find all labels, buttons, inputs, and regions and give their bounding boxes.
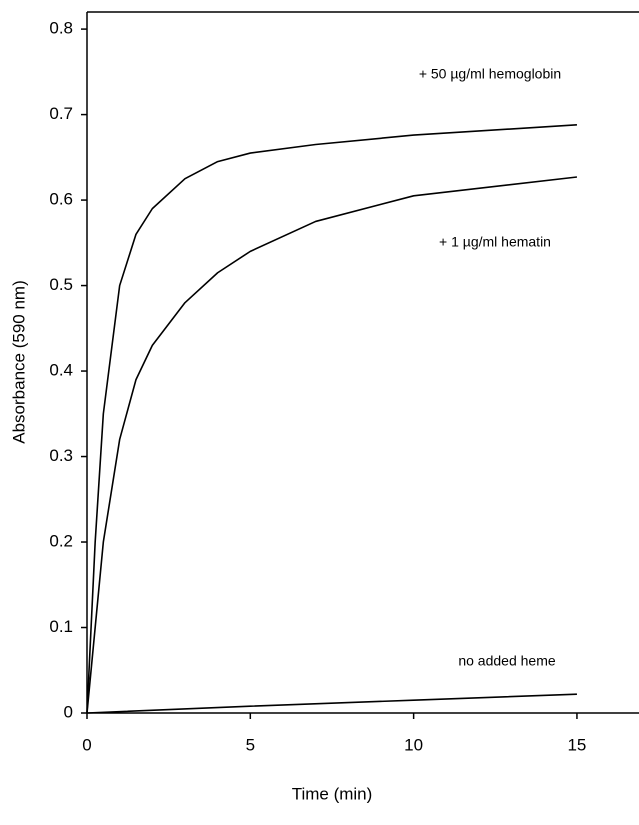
series-label: no added heme — [458, 653, 556, 669]
y-tick-label: 0.1 — [49, 617, 73, 636]
x-tick-label: 15 — [567, 735, 586, 754]
y-tick-label: 0.4 — [49, 361, 73, 380]
x-axis-title: Time (min) — [292, 784, 373, 803]
x-tick-label: 0 — [82, 735, 91, 754]
x-tick-label: 10 — [404, 735, 423, 754]
y-tick-label: 0.7 — [49, 104, 73, 123]
series-label: + 1 µg/ml hematin — [439, 234, 551, 250]
x-tick-label: 5 — [246, 735, 255, 754]
y-tick-label: 0.8 — [49, 19, 73, 38]
y-tick-label: 0.6 — [49, 190, 73, 209]
line — [86, 693, 577, 714]
y-axis-title: Absorbance (590 nm) — [9, 280, 28, 443]
y-tick-label: 0 — [64, 702, 73, 721]
y-tick-label: 0.3 — [49, 446, 73, 465]
y-tick-label: 0.2 — [49, 532, 73, 551]
series-label: + 50 µg/ml hemoglobin — [419, 66, 561, 82]
line — [86, 176, 578, 714]
y-tick-label: 0.5 — [49, 275, 73, 294]
line — [86, 124, 577, 714]
